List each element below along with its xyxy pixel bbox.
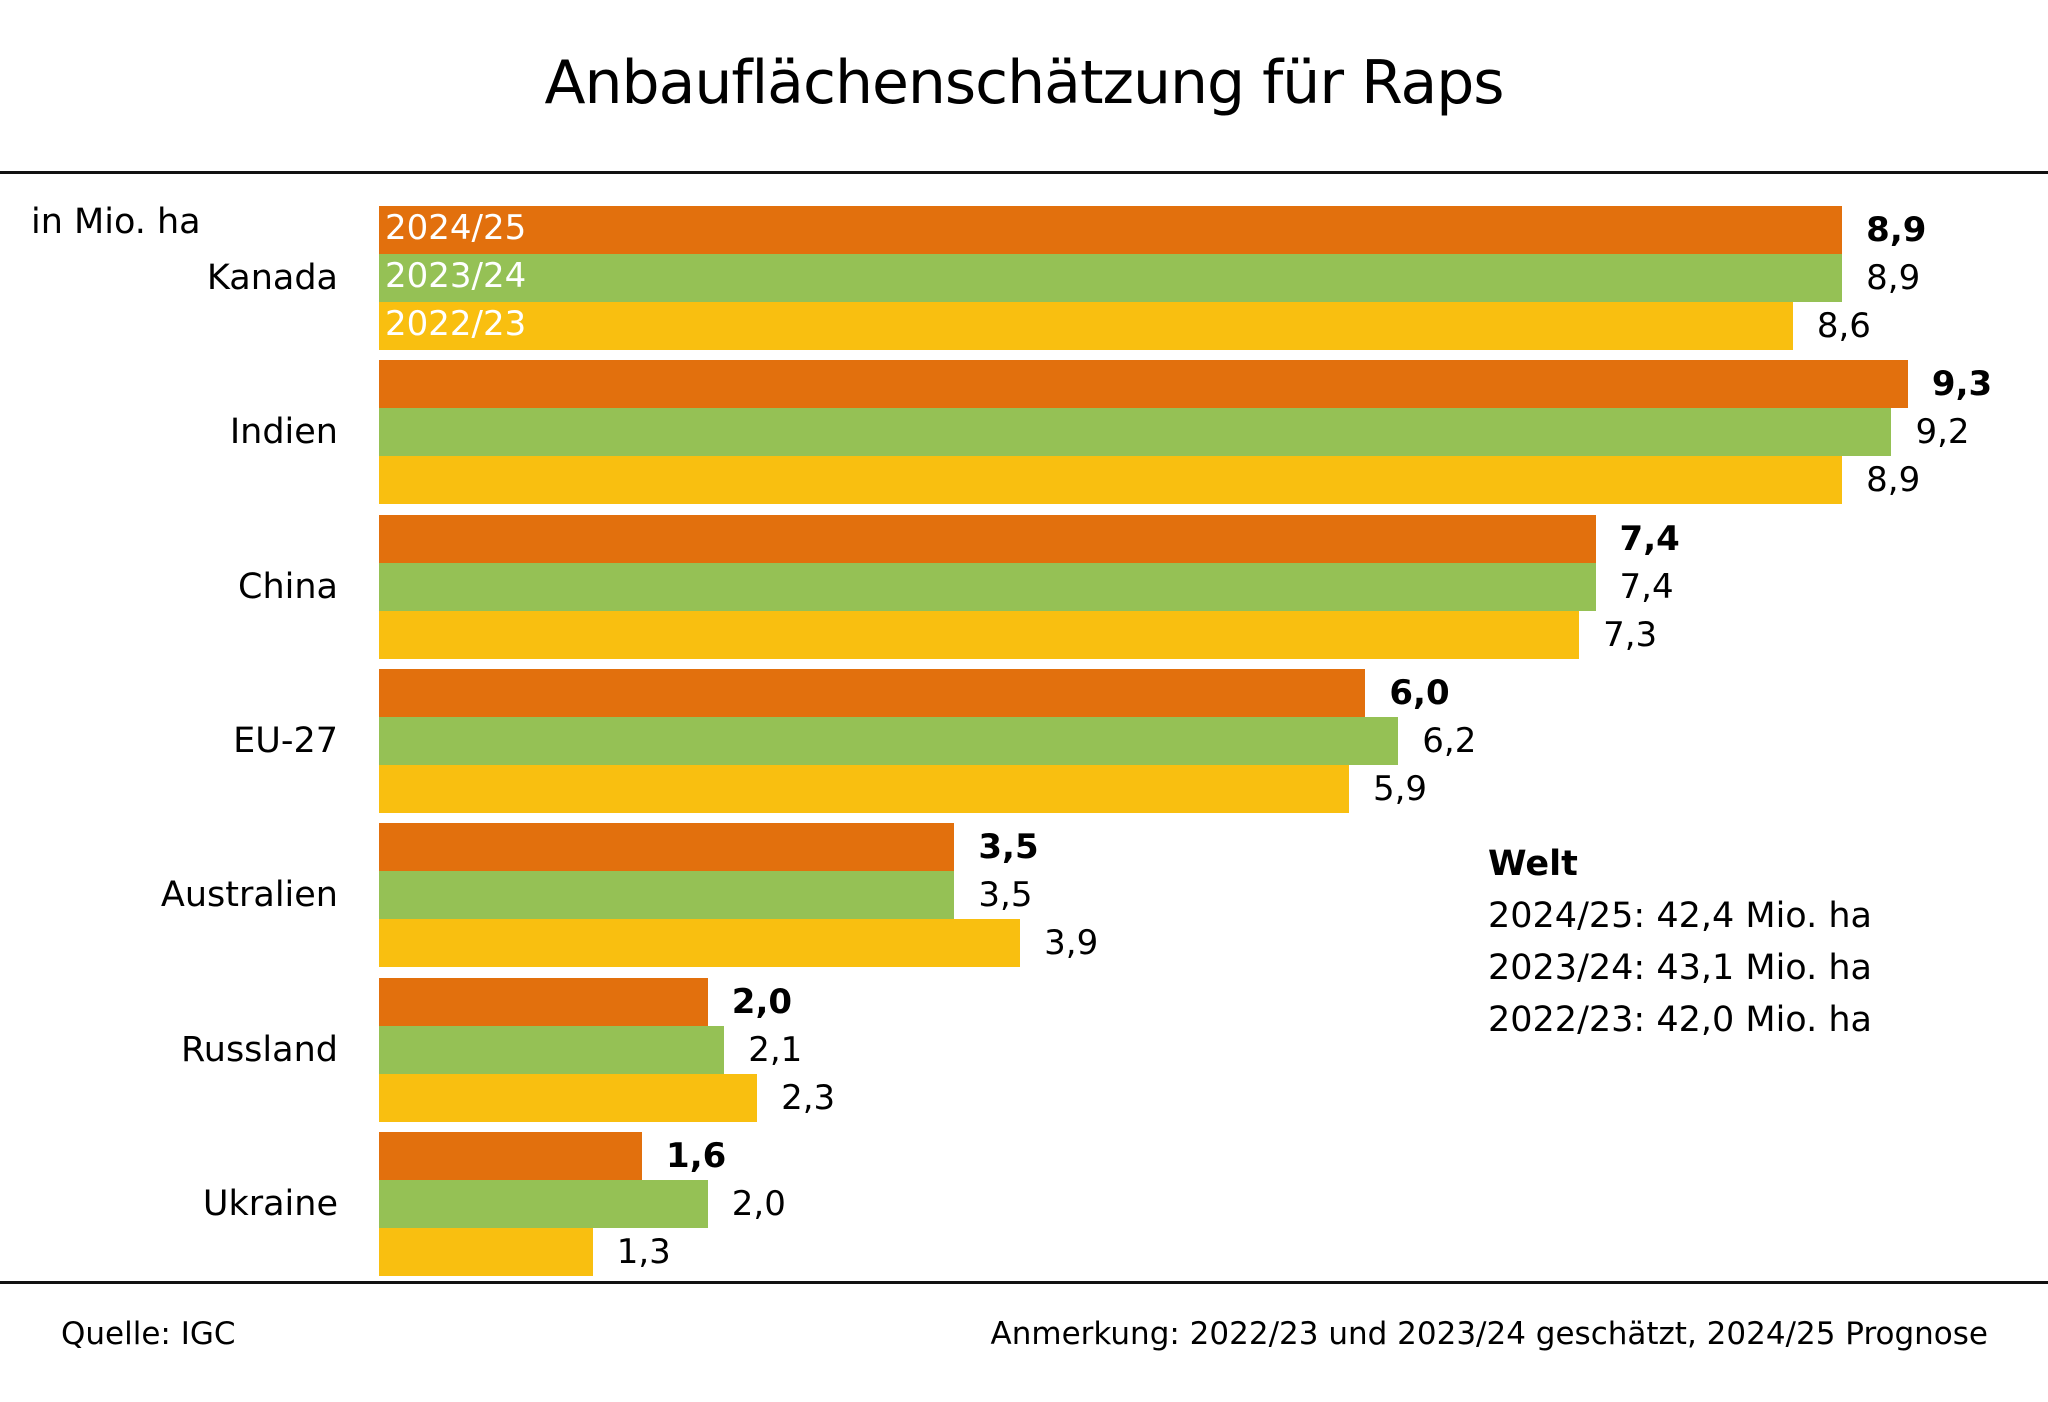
world-line: 2024/25: 42,4 Mio. ha — [1488, 896, 1872, 936]
bar-2023-24 — [379, 871, 955, 920]
bar-2023-24 — [379, 254, 1843, 302]
bar-2023-24 — [379, 408, 1892, 457]
data-label: 7,4 — [1619, 518, 1680, 559]
bar-2022-23 — [379, 302, 1793, 350]
legend-label: 2022/23 — [385, 304, 527, 344]
data-label: 8,9 — [1866, 258, 1921, 298]
bar-2023-24 — [379, 562, 1596, 611]
bar-2022-23 — [379, 919, 1021, 968]
data-label: 2,3 — [781, 1077, 836, 1118]
category-label: Kanada — [206, 258, 338, 298]
legend-label: 2024/25 — [385, 208, 527, 248]
world-heading: Welt — [1488, 844, 1578, 884]
data-label: 1,6 — [666, 1135, 727, 1176]
bar-2024-25 — [379, 514, 1596, 563]
data-label: 7,4 — [1619, 566, 1674, 607]
source-note: Quelle: IGC — [61, 1316, 236, 1352]
data-label: 8,6 — [1816, 306, 1871, 346]
bottom-rule — [0, 1281, 2048, 1284]
world-line: 2023/24: 43,1 Mio. ha — [1488, 948, 1872, 988]
world-summary: Welt 2024/25: 42,4 Mio. ha 2023/24: 43,1… — [1488, 838, 1872, 1046]
bar-2024-25 — [379, 668, 1366, 717]
legend-label: 2023/24 — [385, 256, 527, 296]
category-label: Indien — [229, 412, 338, 453]
data-label: 2,0 — [731, 981, 793, 1022]
data-label: 6,0 — [1389, 672, 1450, 713]
category-label: EU-27 — [233, 720, 338, 761]
category-label: Russland — [181, 1029, 338, 1070]
top-rule — [0, 171, 2048, 174]
data-label: 9,2 — [1915, 412, 1970, 453]
bar-2024-25 — [379, 360, 1908, 409]
data-label: 3,5 — [978, 875, 1033, 916]
bar-2022-23 — [379, 456, 1843, 505]
category-label: China — [238, 566, 338, 607]
data-label: 3,9 — [1044, 923, 1099, 964]
data-label: 1,3 — [616, 1231, 671, 1272]
data-label: 9,3 — [1931, 364, 1993, 405]
category-label: Australien — [160, 875, 338, 916]
bar-2022-23 — [379, 610, 1580, 659]
bar-2024-25 — [379, 823, 955, 872]
data-label: 8,9 — [1866, 460, 1921, 501]
category-label: Ukraine — [202, 1183, 338, 1224]
unit-label: in Mio. ha — [31, 202, 201, 242]
bar-2023-24 — [379, 1025, 725, 1074]
bar-2022-23 — [379, 1073, 758, 1122]
bar-2024-25 — [379, 1131, 643, 1180]
bar-2024-25 — [379, 977, 708, 1026]
chart-title: Anbauflächenschätzung für Raps — [544, 48, 1504, 118]
data-label: 2,0 — [731, 1183, 786, 1224]
world-line: 2022/23: 42,0 Mio. ha — [1488, 1000, 1872, 1040]
data-label: 8,9 — [1866, 210, 1927, 250]
bar-2023-24 — [379, 716, 1399, 765]
bar-2024-25 — [379, 206, 1843, 254]
data-label: 6,2 — [1422, 720, 1477, 761]
bar-2022-23 — [379, 764, 1349, 813]
annotation-note: Anmerkung: 2022/23 und 2023/24 geschätzt… — [990, 1316, 1988, 1352]
data-label: 5,9 — [1372, 768, 1428, 809]
bar-2023-24 — [379, 1179, 708, 1228]
data-label: 7,3 — [1603, 614, 1658, 655]
data-label: 2,1 — [748, 1029, 803, 1070]
data-label: 3,5 — [978, 827, 1039, 868]
bar-2022-23 — [379, 1227, 593, 1276]
